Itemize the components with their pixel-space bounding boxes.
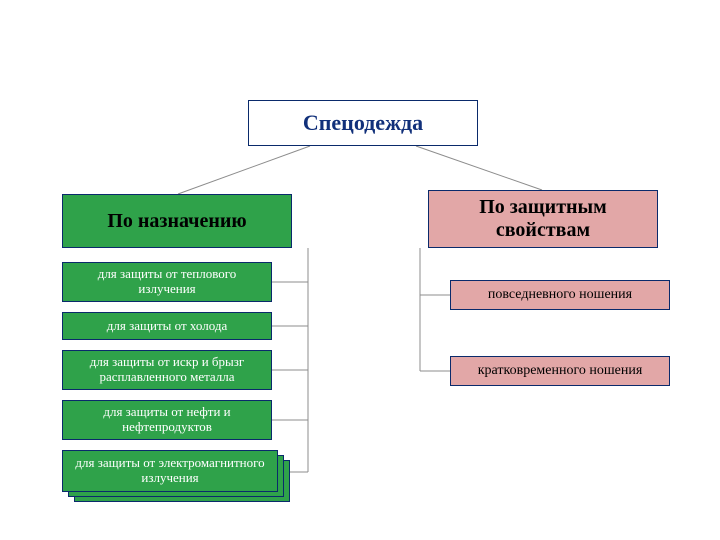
branch-left-header-label: По назначению (107, 210, 246, 233)
line-root-left (178, 146, 310, 194)
branch-right-header-label: По защитным свойствам (435, 196, 651, 242)
right-item-1: кратковременного ношения (450, 356, 670, 386)
root-node: Спецодежда (248, 100, 478, 146)
left-item-0-label: для защиты от теплового излучения (69, 267, 265, 297)
line-root-right (416, 146, 542, 190)
right-item-0-label: повседневного ношения (488, 287, 632, 303)
root-label: Спецодежда (303, 110, 423, 135)
right-item-1-label: кратковременного ношения (478, 363, 643, 379)
left-item-1-label: для защиты от холода (107, 319, 227, 334)
left-item-3-label: для защиты от нефти и нефтепродуктов (69, 405, 265, 435)
right-item-0: повседневного ношения (450, 280, 670, 310)
left-item-2-label: для защиты от искр и брызг расплавленног… (69, 355, 265, 385)
left-item-1: для защиты от холода (62, 312, 272, 340)
left-item-0: для защиты от теплового излучения (62, 262, 272, 302)
left-item-4-label: для защиты от электромагнитного излучени… (69, 456, 271, 486)
left-item-3: для защиты от нефти и нефтепродуктов (62, 400, 272, 440)
left-item-2: для защиты от искр и брызг расплавленног… (62, 350, 272, 390)
left-item-4: для защиты от электромагнитного излучени… (62, 450, 278, 492)
branch-left-header: По назначению (62, 194, 292, 248)
branch-right-header: По защитным свойствам (428, 190, 658, 248)
